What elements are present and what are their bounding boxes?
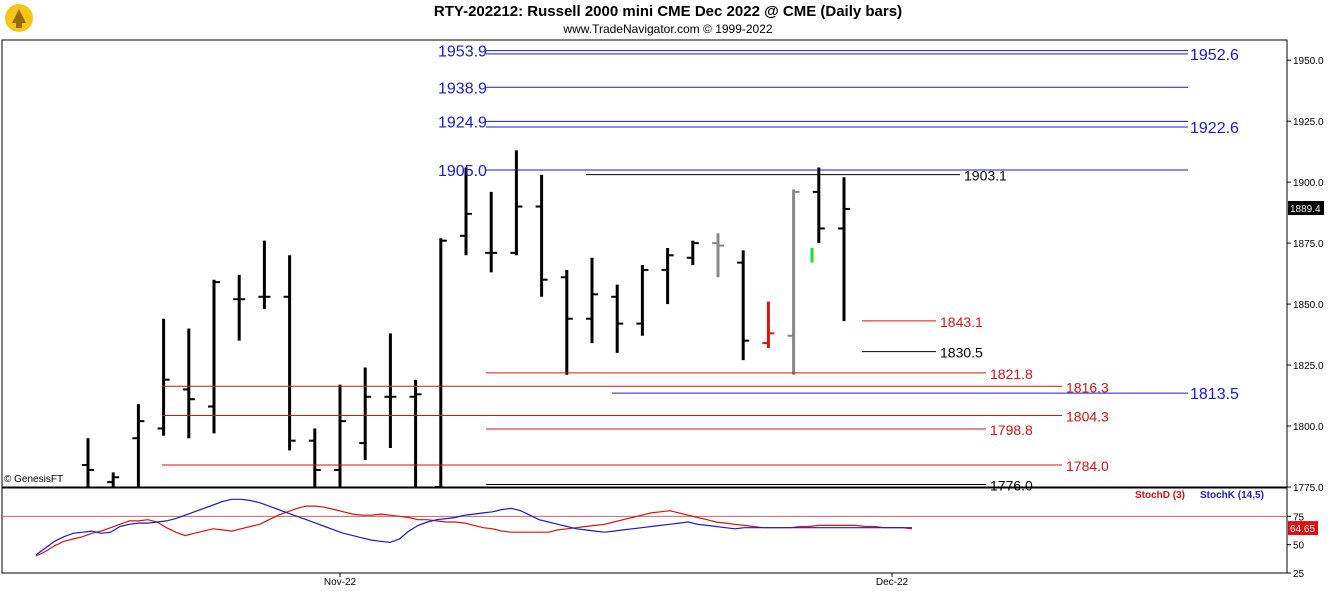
stoch-panel-frame (1, 487, 1288, 574)
level-label: 1843.1 (940, 314, 983, 330)
level-label: 1813.5 (1190, 386, 1239, 403)
price-tick-label: 1800.0 (1293, 422, 1324, 433)
level-label: 1830.5 (940, 345, 983, 361)
level-label: 1821.8 (990, 366, 1033, 382)
chart-subtitle: www.TradeNavigator.com © 1999-2022 (563, 22, 773, 36)
price-panel-frame (1, 39, 1288, 488)
level-label: 1903.1 (964, 168, 1007, 184)
stoch-tick-label: 25 (1293, 569, 1305, 580)
price-tick-label: 1825.0 (1293, 361, 1324, 372)
stoch-value-badge (1288, 521, 1318, 536)
level-label: 1776.0 (990, 478, 1033, 494)
legend-stoch-k: StochK (14,5) (1200, 490, 1264, 501)
price-tick-label: 1850.0 (1293, 300, 1324, 311)
last-price-badge (1288, 200, 1324, 215)
level-label: 1952.6 (1190, 47, 1239, 64)
genesis-logo-icon (4, 3, 34, 33)
price-tick-label: 1875.0 (1293, 239, 1324, 250)
level-label: 1816.3 (1066, 379, 1109, 395)
stoch-tick-label: 75 (1293, 512, 1305, 523)
last-price-label: 1889.4 (1290, 204, 1321, 215)
stoch-value-label: 64.65 (1290, 524, 1315, 535)
level-label: 1922.6 (1190, 120, 1239, 137)
price-tick-label: 1950.0 (1293, 56, 1324, 67)
level-label: 1905.0 (438, 163, 487, 180)
x-tick-label: Dec-22 (876, 577, 909, 588)
stoch-tick-label: 50 (1293, 541, 1305, 552)
chart-title: RTY-202212: Russell 2000 mini CME Dec 20… (433, 3, 903, 20)
price-tick-label: 1900.0 (1293, 178, 1324, 189)
price-tick-label: 1775.0 (1293, 483, 1324, 494)
level-label: 1798.8 (990, 422, 1033, 438)
x-tick-label: Nov-22 (324, 577, 357, 588)
level-label: 1938.9 (438, 80, 487, 97)
copyright-label: © GenesisFT (4, 474, 64, 485)
stoch-k-line (35, 498, 912, 556)
level-label: 1804.3 (1066, 409, 1109, 425)
level-label: 1953.9 (438, 44, 487, 61)
level-label: 1924.9 (438, 114, 487, 131)
price-tick-label: 1925.0 (1293, 117, 1324, 128)
legend-stoch-d: StochD (3) (1135, 490, 1185, 501)
level-label: 1784.0 (1066, 458, 1109, 474)
